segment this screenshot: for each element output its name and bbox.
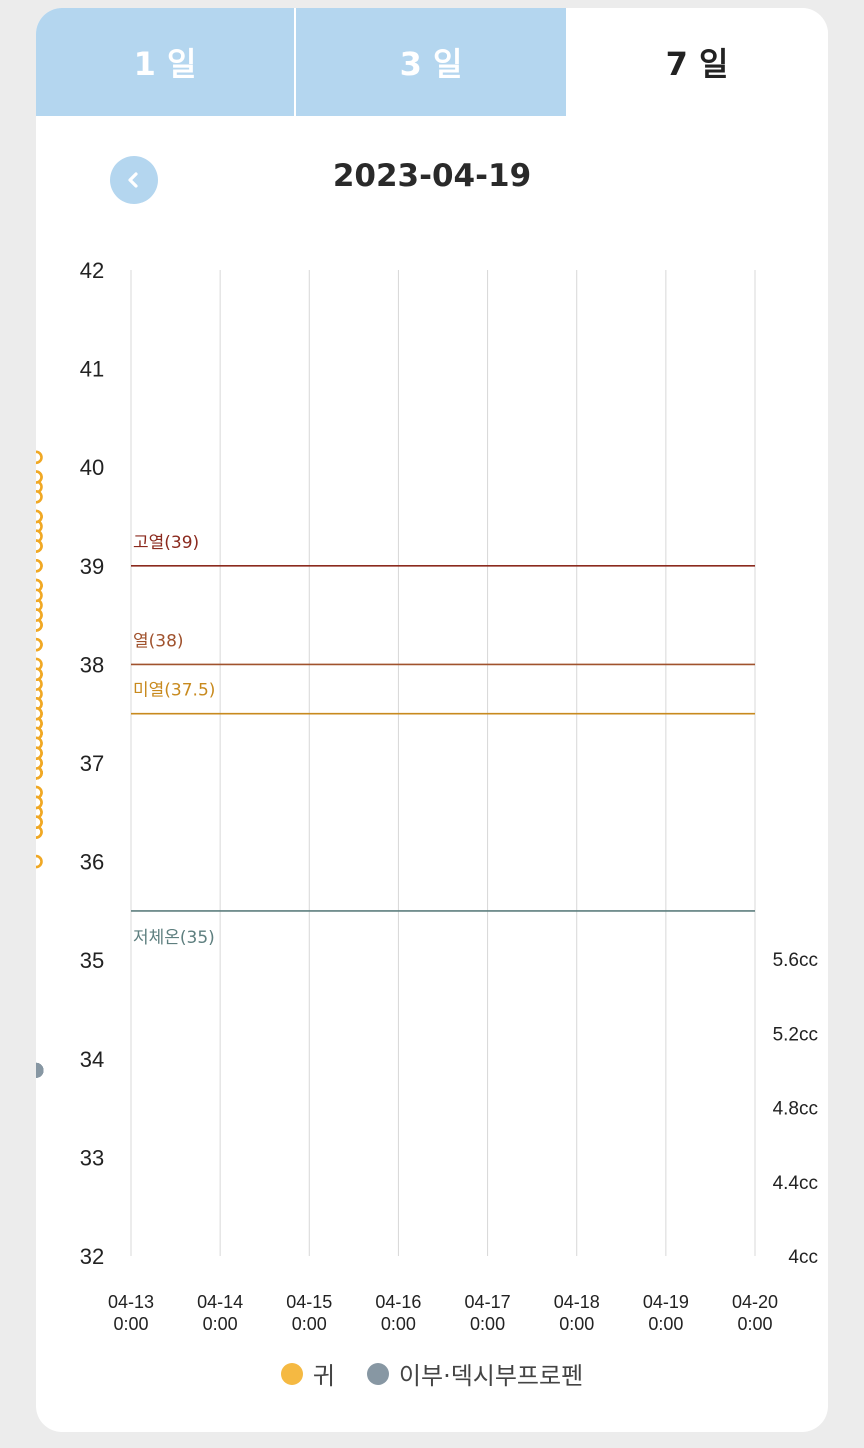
temperature-point [36, 716, 43, 731]
temperature-point [36, 687, 43, 701]
temperature-point [36, 450, 43, 465]
x-tick-label: 04-18 [554, 1292, 600, 1312]
date-title: 2023-04-19 [332, 158, 532, 194]
threshold-label: 미열(37.5) [133, 681, 215, 701]
y-tick-label: 33 [80, 1145, 104, 1170]
y-tick-label: 39 [80, 554, 104, 579]
x-tick-label: 04-19 [643, 1292, 689, 1312]
temperature-point [36, 815, 43, 829]
legend: 귀 이부·덱시부프로펜 [36, 1356, 828, 1391]
temperature-point [36, 529, 43, 544]
tab-1-day[interactable]: 1 일 [36, 8, 296, 116]
temperature-point [36, 706, 43, 721]
threshold-label: 열(38) [133, 631, 184, 651]
tab-7-day[interactable]: 7 일 [566, 8, 828, 116]
x-tick-label: 04-15 [286, 1292, 332, 1312]
temperature-point [36, 519, 43, 534]
temperature-point [36, 578, 43, 593]
threshold-label: 저체온(35) [133, 928, 215, 948]
temperature-point [36, 825, 43, 839]
y2-tick-label: 4cc [788, 1247, 818, 1268]
x-tick-label: 0:00 [470, 1314, 505, 1334]
y-tick-label: 32 [80, 1244, 104, 1269]
x-tick-label: 04-13 [108, 1292, 154, 1312]
legend-label-ear: 귀 [312, 1362, 335, 1390]
legend-item-medicine: 이부·덱시부프로펜 [366, 1356, 584, 1391]
chevron-left-icon [128, 172, 138, 188]
y2-tick-label: 5.2cc [773, 1024, 818, 1045]
y2-tick-label: 5.6cc [773, 950, 818, 971]
y-tick-label: 35 [80, 948, 104, 973]
temperature-point [36, 618, 43, 632]
legend-item-ear: 귀 [280, 1356, 335, 1391]
y-tick-label: 38 [80, 652, 104, 677]
legend-swatch-ear [280, 1362, 303, 1385]
temperature-point [36, 657, 43, 672]
y-tick-label: 41 [80, 357, 104, 382]
temperature-point [36, 766, 43, 780]
temperature-point [36, 854, 43, 869]
temperature-chart: 04-130:0004-140:0004-150:0004-160:0004-1… [36, 258, 818, 1334]
temperature-point [36, 598, 43, 613]
temperature-point [36, 470, 43, 484]
temperature-point [36, 480, 43, 494]
temperature-point [36, 489, 43, 504]
y-tick-label: 42 [80, 258, 104, 283]
medication-dose-point [36, 1062, 44, 1078]
y2-tick-label: 4.8cc [773, 1099, 818, 1120]
temperature-point [36, 588, 43, 603]
x-tick-label: 04-17 [465, 1292, 511, 1312]
x-tick-label: 04-16 [375, 1292, 421, 1312]
y2-tick-label: 4.4cc [773, 1173, 818, 1194]
period-tabs: 1 일 3 일 7 일 [36, 8, 828, 116]
temperature-point [36, 805, 43, 820]
temperature-point [36, 726, 43, 741]
temperature-point [36, 608, 43, 622]
x-tick-label: 0:00 [292, 1314, 327, 1334]
y-tick-label: 40 [80, 455, 104, 480]
temperature-point [36, 559, 43, 573]
temperature-point [36, 637, 43, 652]
x-tick-label: 0:00 [737, 1314, 772, 1334]
x-tick-label: 0:00 [648, 1314, 683, 1334]
y-tick-label: 37 [80, 751, 104, 776]
tab-3-day[interactable]: 3 일 [296, 8, 566, 116]
legend-label-medicine: 이부·덱시부프로펜 [398, 1362, 584, 1390]
x-tick-label: 0:00 [559, 1314, 594, 1334]
temperature-point [36, 667, 43, 682]
temperature-point [36, 509, 43, 524]
legend-swatch-medicine [366, 1362, 389, 1385]
temperature-point [36, 697, 43, 711]
x-tick-label: 0:00 [203, 1314, 238, 1334]
temperature-point [36, 785, 43, 800]
temperature-point [36, 756, 43, 770]
temperature-point [36, 677, 43, 691]
temperature-point [36, 746, 43, 760]
y-tick-label: 36 [80, 850, 104, 875]
x-tick-label: 04-20 [732, 1292, 778, 1312]
x-tick-label: 04-14 [197, 1292, 243, 1312]
chart-card: 1 일 3 일 7 일 2023-04-19 04-13 0:00 04-14 0:0… [36, 8, 828, 1432]
x-tick-label: 0:00 [381, 1314, 416, 1334]
temperature-point [36, 736, 43, 751]
y-tick-label: 34 [80, 1047, 104, 1072]
x-tick-label: 0:00 [113, 1314, 148, 1334]
back-button[interactable] [110, 156, 158, 204]
threshold-label: 고열(39) [133, 533, 199, 553]
temperature-point [36, 539, 43, 553]
temperature-point [36, 795, 43, 810]
